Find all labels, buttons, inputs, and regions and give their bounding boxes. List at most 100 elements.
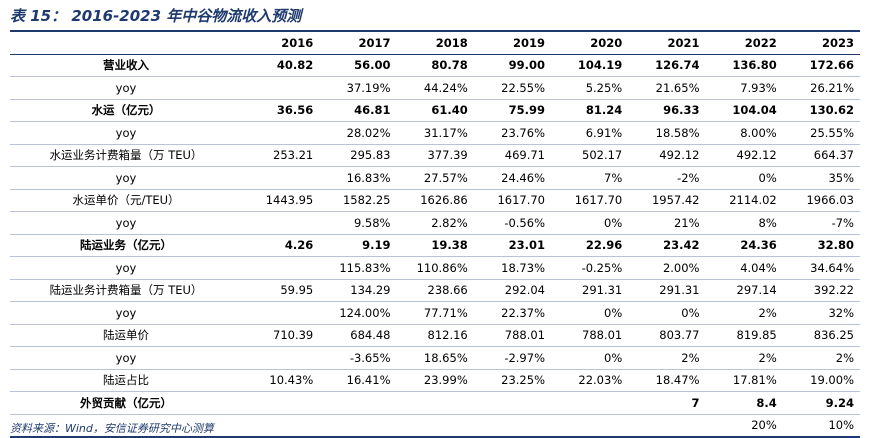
value-cell: -2.97% [473, 346, 551, 370]
value-cell: 96.33 [628, 99, 706, 122]
value-cell: 27.57% [396, 166, 474, 190]
value-cell: 124.00% [319, 301, 397, 325]
value-cell: 18.65% [396, 346, 474, 370]
value-cell: 295.83 [319, 144, 397, 167]
row-label: 水运（亿元） [10, 99, 242, 122]
value-cell: 18.73% [473, 256, 551, 280]
value-cell: 469.71 [473, 144, 551, 167]
value-cell: -3.65% [319, 346, 397, 370]
value-cell: 22.37% [473, 301, 551, 325]
value-cell [319, 391, 397, 415]
value-cell: 59.95 [242, 279, 320, 302]
value-cell: 37.19% [319, 76, 397, 100]
row-label: yoy [10, 121, 242, 145]
value-cell [242, 346, 320, 370]
value-cell: 2.00% [628, 256, 706, 280]
value-cell: 0% [551, 301, 629, 325]
value-cell: 1626.86 [396, 189, 474, 212]
value-cell: 4.26 [242, 234, 320, 257]
value-cell [551, 414, 629, 438]
value-cell: 115.83% [319, 256, 397, 280]
value-cell [242, 414, 320, 438]
value-cell: 136.80 [705, 54, 783, 77]
value-cell: 1617.70 [473, 189, 551, 212]
value-cell: 22.96 [551, 234, 629, 257]
value-cell: 22.55% [473, 76, 551, 100]
value-cell: 99.00 [473, 54, 551, 77]
value-cell [473, 414, 551, 438]
value-cell: 1582.25 [319, 189, 397, 212]
value-cell: 377.39 [396, 144, 474, 167]
row-label: 陆运占比 [10, 369, 242, 392]
value-cell [396, 414, 474, 438]
table-row: yoy 9.58% 2.82% -0.56% 0% 21% 8% -7% [10, 211, 860, 235]
value-cell: 2% [705, 301, 783, 325]
value-cell: 1957.42 [628, 189, 706, 212]
row-label: yoy [10, 166, 242, 190]
value-cell: -0.25% [551, 256, 629, 280]
row-label: 陆运单价 [10, 324, 242, 347]
header-year: 2017 [319, 32, 397, 55]
value-cell [551, 391, 629, 415]
value-cell: 19.00% [782, 369, 860, 392]
value-cell: 21% [628, 211, 706, 235]
value-cell: 18.47% [628, 369, 706, 392]
value-cell [473, 391, 551, 415]
value-cell: 492.12 [628, 144, 706, 167]
value-cell: 7 [628, 391, 706, 415]
value-cell: 7.93% [705, 76, 783, 100]
value-cell: 104.04 [705, 99, 783, 122]
table-row: 水运（亿元） 36.56 46.81 61.40 75.99 81.24 96.33 104.… [10, 99, 860, 122]
row-label: 陆运业务（亿元） [10, 234, 242, 257]
value-cell: 32.80 [782, 234, 860, 257]
value-cell: 5.25% [551, 76, 629, 100]
value-cell: 788.01 [551, 324, 629, 347]
value-cell: 291.31 [628, 279, 706, 302]
value-cell: 4.04% [705, 256, 783, 280]
value-cell: 297.14 [705, 279, 783, 302]
value-cell [242, 301, 320, 325]
value-cell: 6.91% [551, 121, 629, 145]
value-cell: 75.99 [473, 99, 551, 122]
value-cell: 172.66 [782, 54, 860, 77]
table-row: 水运单价（元/TEU） 1443.95 1582.25 1626.86 1617.70 1… [10, 189, 860, 212]
value-cell: 803.77 [628, 324, 706, 347]
table-row: 营业收入 40.82 56.00 80.78 99.00 104.19 126.74 136.… [10, 54, 860, 77]
value-cell: 26.21% [782, 76, 860, 100]
value-cell: 0% [551, 211, 629, 235]
row-label: 水运单价（元/TEU） [10, 189, 242, 212]
row-label [10, 414, 242, 438]
value-cell: 2% [628, 346, 706, 370]
table-row: yoy -3.65% 18.65% -2.97% 0% 2% 2% 2% [10, 346, 860, 370]
table-row: yoy 124.00% 77.71% 22.37% 0% 0% 2% 32% [10, 301, 860, 325]
value-cell: 110.86% [396, 256, 474, 280]
value-cell: 664.37 [782, 144, 860, 167]
value-cell: 21.65% [628, 76, 706, 100]
row-label: yoy [10, 211, 242, 235]
table-row: yoy 37.19% 44.24% 22.55% 5.25% 21.65% 7.93% 26.… [10, 76, 860, 100]
value-cell: -2% [628, 166, 706, 190]
value-cell: 2114.02 [705, 189, 783, 212]
value-cell: 238.66 [396, 279, 474, 302]
header-year: 2020 [551, 32, 629, 55]
value-cell [319, 414, 397, 438]
value-cell: 34.64% [782, 256, 860, 280]
value-cell [242, 76, 320, 100]
row-label: 营业收入 [10, 54, 242, 77]
value-cell: 36.56 [242, 99, 320, 122]
value-cell: 24.46% [473, 166, 551, 190]
value-cell: 0% [705, 166, 783, 190]
header-label-cell [10, 32, 242, 55]
value-cell: 16.41% [319, 369, 397, 392]
table-row: 陆运单价 710.39 684.48 812.16 788.01 788.01 803.77… [10, 324, 860, 347]
value-cell [242, 121, 320, 145]
value-cell: 23.25% [473, 369, 551, 392]
value-cell: 104.19 [551, 54, 629, 77]
value-cell: 2.82% [396, 211, 474, 235]
table-row: yoy 28.02% 31.17% 23.76% 6.91% 18.58% 8.00% 25.… [10, 121, 860, 145]
value-cell [242, 166, 320, 190]
value-cell: 819.85 [705, 324, 783, 347]
value-cell: 1443.95 [242, 189, 320, 212]
value-cell: 7% [551, 166, 629, 190]
value-cell: 9.19 [319, 234, 397, 257]
